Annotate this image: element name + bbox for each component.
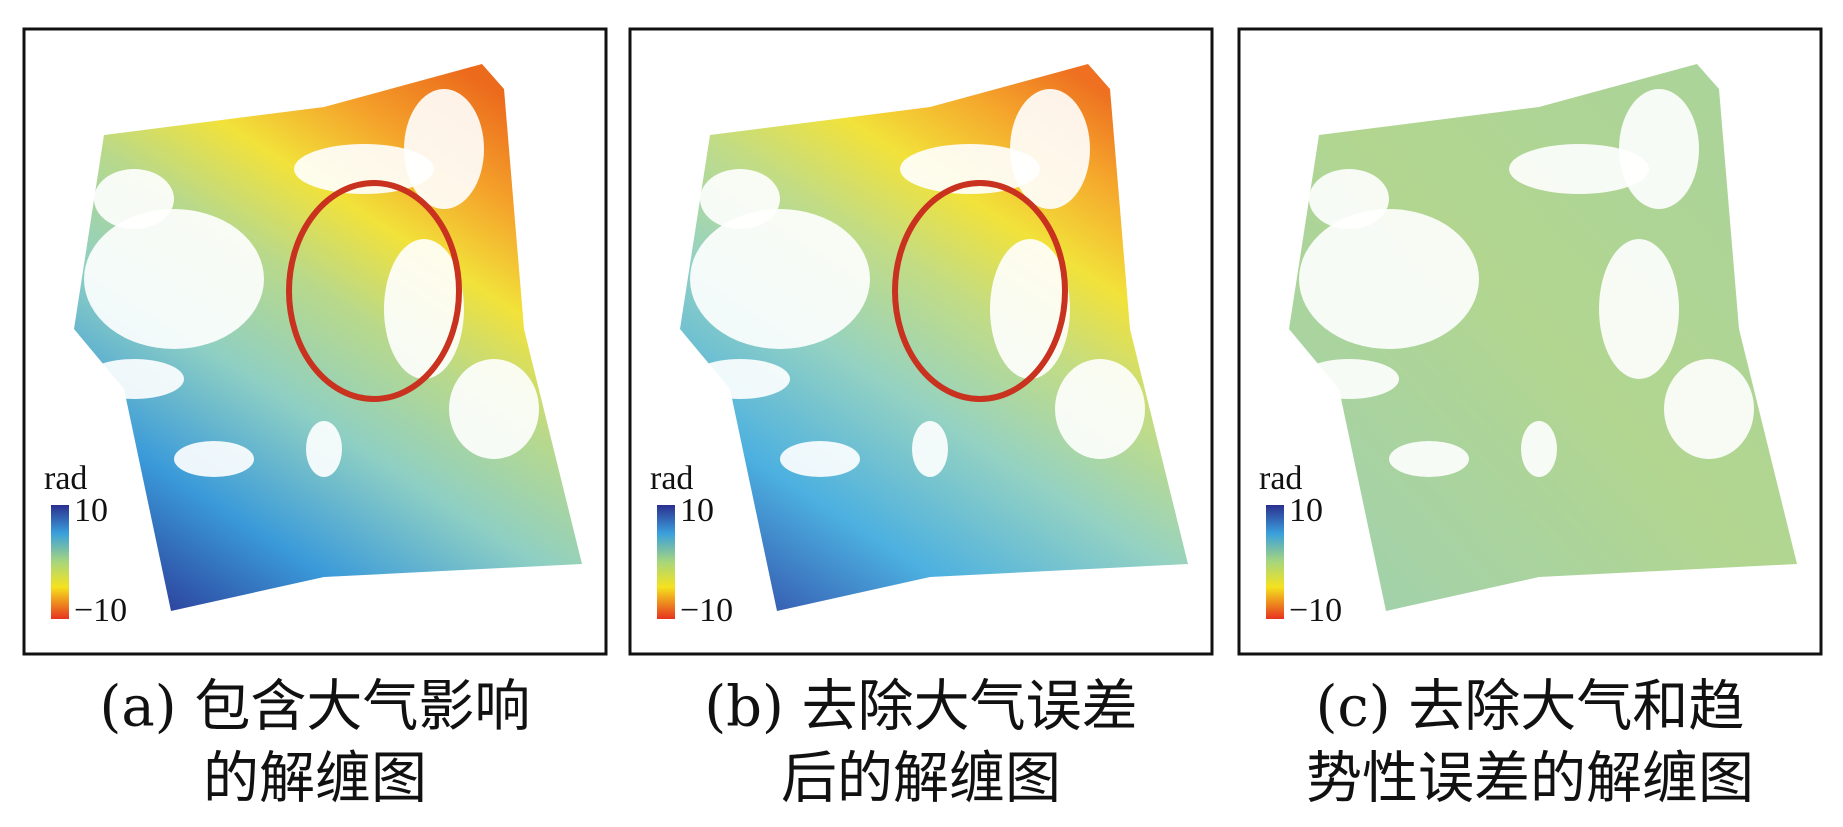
no-data-area [1299, 359, 1399, 399]
highlight-ellipse [892, 180, 1068, 402]
no-data-area [84, 209, 264, 349]
colorbar-tick-label: 10 [74, 492, 108, 529]
no-data-area [404, 89, 484, 209]
no-data-area [174, 441, 254, 477]
no-data-area [1010, 89, 1090, 209]
colorbar [1266, 505, 1284, 619]
colorbar [657, 505, 675, 619]
colorbar [51, 505, 69, 619]
no-data-area [700, 169, 780, 229]
caption: 后的解缠图 [781, 747, 1061, 812]
no-data-area [384, 239, 464, 379]
no-data-area [1521, 421, 1557, 477]
no-data-area [94, 169, 174, 229]
colorbar-unit: rad [1259, 460, 1302, 497]
no-data-area [780, 441, 860, 477]
colorbar-tick-label: 10 [680, 492, 714, 529]
no-data-area [1309, 169, 1389, 229]
no-data-area [1055, 359, 1145, 459]
no-data-area [690, 359, 790, 399]
caption: (c) 去除大气和趋 [1316, 675, 1745, 740]
no-data-area [1599, 239, 1679, 379]
colorbar-unit: rad [650, 460, 693, 497]
caption: 的解缠图 [203, 747, 427, 812]
no-data-area [690, 209, 870, 349]
no-data-area [306, 421, 342, 477]
caption: (a) 包含大气影响 [100, 675, 531, 740]
colorbar-unit: rad [44, 460, 87, 497]
colorbar-tick-label: −10 [74, 592, 127, 629]
no-data-area [84, 359, 184, 399]
no-data-area [294, 144, 434, 194]
highlight-ellipse [286, 180, 462, 402]
no-data-area [449, 359, 539, 459]
colorbar-tick-label: −10 [1289, 592, 1342, 629]
caption: 势性误差的解缠图 [1306, 747, 1754, 812]
no-data-area [900, 144, 1040, 194]
no-data-area [1619, 89, 1699, 209]
no-data-area [1389, 441, 1469, 477]
caption: (b) 去除大气误差 [704, 675, 1137, 740]
no-data-area [990, 239, 1070, 379]
colorbar-tick-label: 10 [1289, 492, 1323, 529]
no-data-area [912, 421, 948, 477]
colorbar-tick-label: −10 [680, 592, 733, 629]
no-data-area [1299, 209, 1479, 349]
no-data-area [1664, 359, 1754, 459]
no-data-area [1509, 144, 1649, 194]
